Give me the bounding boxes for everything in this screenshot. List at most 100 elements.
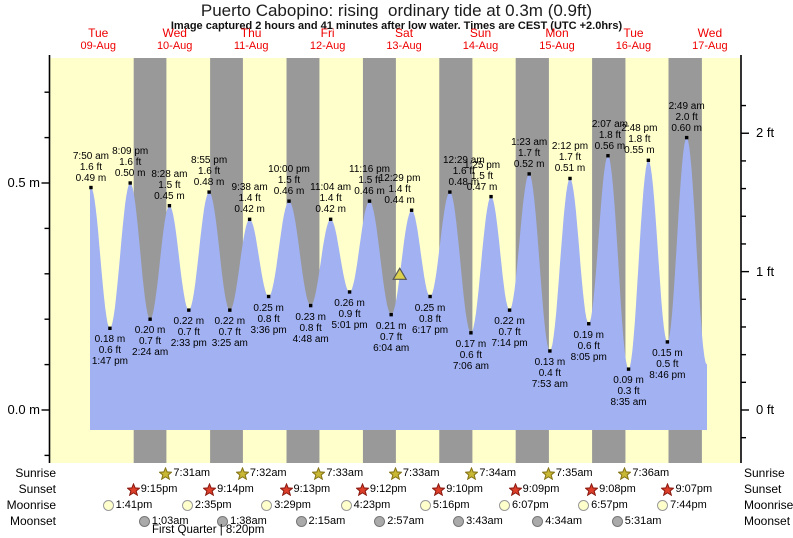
moonset-icon: [611, 515, 623, 527]
tide-extreme-dot: [409, 208, 414, 212]
row-label-left-sunset: Sunset: [18, 482, 56, 496]
date-label: 17-Aug: [692, 40, 728, 52]
sunrise-event: 7:36am: [618, 466, 669, 480]
tide-label-low: 0.17 m 0.6 ft 7:06 am: [452, 338, 489, 372]
moonset-icon: [532, 515, 544, 527]
tide-extreme-dot: [507, 308, 512, 312]
tide-label-low: 0.18 m 0.6 ft 1:47 pm: [91, 334, 128, 368]
moonset-icon: [453, 515, 465, 527]
sunset-event: 9:08pm: [585, 482, 636, 496]
tide-extreme-dot: [228, 308, 232, 312]
event-time: 9:08pm: [599, 483, 636, 495]
event-time: 6:57pm: [591, 499, 628, 511]
tide-extreme-dot: [606, 154, 610, 158]
moonset-event: 1:03am: [138, 514, 189, 528]
tide-extreme-dot: [148, 317, 152, 321]
tide-label-high: 1:23 am 1.7 ft 0.52 m: [511, 136, 548, 170]
event-time: 2:35pm: [194, 499, 232, 511]
moonrise-icon: [181, 499, 193, 511]
tide-extreme-dot: [489, 194, 493, 199]
event-time: 1:03am: [151, 515, 189, 527]
sunrise-event: 7:33am: [388, 466, 440, 480]
moonrise-icon: [499, 499, 511, 511]
moonrise-icon: [340, 499, 352, 511]
day-label: Sat: [395, 26, 414, 40]
sunrise-event: 7:34am: [465, 466, 516, 480]
event-time: 9:15pm: [140, 483, 178, 495]
event-time: 2:57am: [387, 515, 424, 527]
tide-extreme-dot: [428, 294, 432, 299]
tide-label-low: 0.09 m 0.3 ft 8:35 am: [610, 375, 647, 409]
date-label: 10-Aug: [156, 40, 193, 52]
tide-extreme-dot: [328, 217, 333, 222]
tide-extreme-dot: [207, 190, 211, 194]
event-time: 3:29pm: [274, 499, 311, 511]
sunset-event: 9:10pm: [432, 482, 483, 496]
moonset-icon: [138, 515, 150, 527]
event-time: 2:15am: [308, 515, 346, 527]
event-time: 1:41pm: [115, 499, 153, 511]
tide-label-low: 0.25 m 0.8 ft 6:17 pm: [412, 302, 449, 336]
tide-extreme-dot: [167, 204, 172, 208]
moonrise-icon: [261, 499, 273, 511]
tide-extreme-dot: [108, 326, 112, 330]
moonrise-icon: [657, 499, 669, 511]
tide-extreme-dot: [684, 135, 689, 140]
event-time: 9:07pm: [675, 483, 713, 495]
tide-label-high: 2:07 am 1.8 ft 0.56 m: [591, 118, 629, 152]
event-time: 7:44pm: [670, 499, 707, 511]
tide-extreme-dot: [308, 303, 313, 308]
tide-extreme-dot: [646, 158, 651, 162]
moonset-event: 2:57am: [374, 514, 424, 528]
moonset-event: 1:38am: [217, 514, 267, 528]
moon-phase-label: First Quarter | 8:20pm: [152, 524, 265, 536]
y-axis-label-ft: 0 ft: [756, 402, 775, 417]
event-time: 1:38am: [230, 515, 267, 527]
event-time: 4:34am: [545, 515, 582, 527]
sunrise-icon: [235, 466, 249, 480]
tide-label-low: 0.23 m 0.8 ft 4:48 am: [292, 311, 329, 345]
event-time: 9:12pm: [369, 483, 407, 495]
date-label: 13-Aug: [386, 40, 422, 52]
chart-subtitle: Image captured 2 hours and 41 minutes af…: [170, 20, 623, 32]
sunset-icon: [508, 482, 522, 496]
row-label-right-sunset: Sunset: [744, 482, 782, 496]
tide-label-low: 0.25 m 0.8 ft 3:36 pm: [250, 302, 287, 336]
tide-extreme-dot: [469, 331, 473, 335]
moonset-icon: [217, 515, 229, 527]
y-axis-label-m: 0.0 m: [7, 402, 40, 417]
tide-label-high: 1:25 pm 1.5 ft 0.47 m: [463, 159, 501, 193]
tide-label-high: 10:00 pm 1.5 ft 0.46 m: [268, 164, 310, 198]
sunset-event: 9:14pm: [203, 482, 254, 496]
row-label-left-moonrise: Moonrise: [6, 498, 56, 512]
sunrise-icon: [618, 466, 632, 480]
event-time: 7:36am: [632, 467, 670, 479]
y-axis-label-ft: 1 ft: [756, 263, 775, 279]
moonset-event: 3:43am: [453, 514, 503, 528]
tide-extreme-dot: [128, 181, 132, 185]
sunset-icon: [126, 482, 140, 496]
sunrise-event: 7:35am: [541, 466, 593, 480]
event-time: 9:09pm: [522, 483, 560, 495]
sunrise-icon: [388, 466, 402, 480]
tide-extreme-dot: [568, 176, 572, 181]
y-axis-label-m: 0.5 m: [7, 175, 40, 190]
tide-label-low: 0.22 m 0.7 ft 7:14 pm: [491, 316, 528, 350]
tide-label-high: 2:12 pm 1.7 ft 0.51 m: [551, 141, 589, 175]
tide-label-high: 8:28 am 1.5 ft 0.45 m: [151, 168, 188, 202]
tide-extreme-dot: [89, 185, 93, 190]
tide-extreme-dot: [626, 367, 631, 371]
tide-label-high: 2:49 am 2.0 ft 0.60 m: [668, 100, 705, 134]
date-label: 11-Aug: [233, 40, 269, 52]
day-label: Wed: [697, 26, 723, 40]
event-time: 7:34am: [479, 467, 517, 479]
sunset-icon: [355, 482, 369, 496]
tide-label-low: 0.22 m 0.7 ft 3:25 am: [211, 316, 248, 350]
sunset-icon: [585, 482, 599, 496]
tide-label-low: 0.22 m 0.7 ft 2:33 pm: [170, 316, 207, 350]
day-label: Mon: [545, 26, 569, 40]
sunset-icon: [203, 482, 217, 496]
event-time: 9:13pm: [293, 483, 331, 495]
tide-label-low: 0.20 m 0.7 ft 2:24 am: [132, 325, 169, 359]
